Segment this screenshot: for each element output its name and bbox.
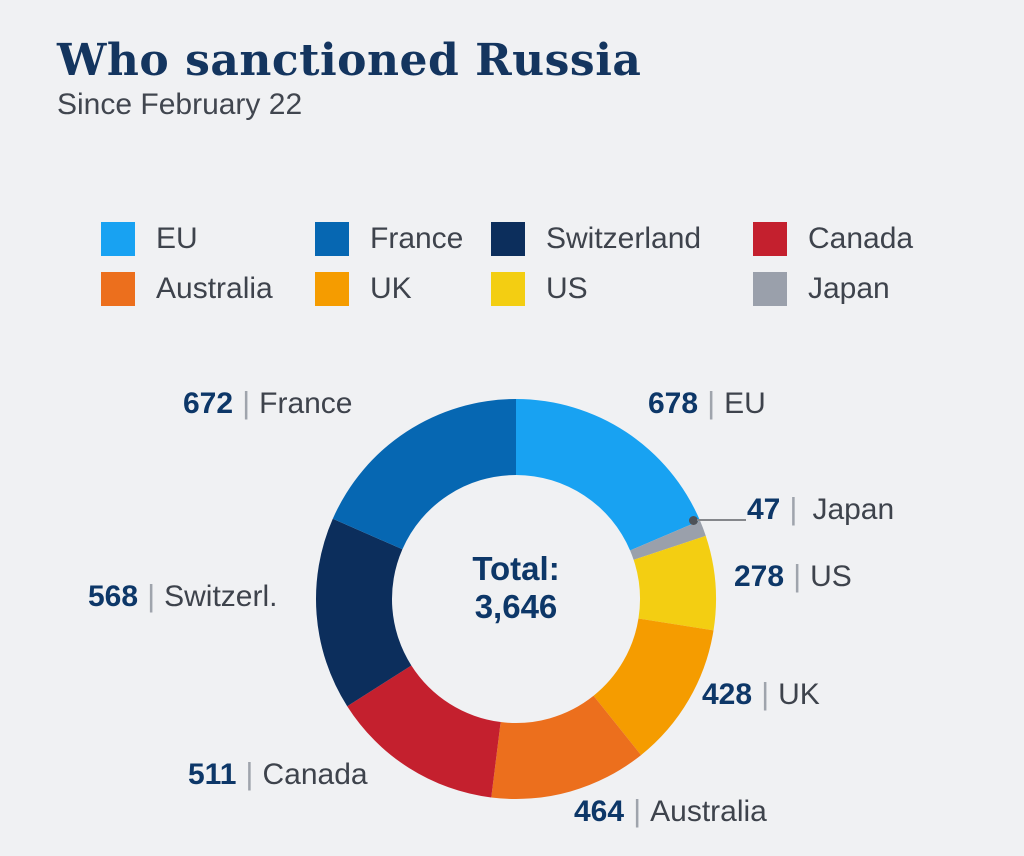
callout-japan-name: Japan [812,493,895,526]
legend-label-us: US [546,272,588,305]
donut-svg [315,399,717,799]
legend-swatch-australia [101,272,135,306]
callout-separator: | [147,578,156,613]
callout-japan-value: 47 [747,493,781,526]
callout-switzerland-value: 568 [88,580,139,613]
callout-switzerland-name: Switzerl. [164,580,278,613]
legend-swatch-us [491,272,525,306]
callout-separator: | [245,756,254,791]
legend-item-us: US [491,272,588,306]
callout-us-value: 278 [734,560,785,593]
slice-canada [347,665,501,798]
slice-us [633,535,717,631]
legend-item-eu: EU [101,222,198,256]
japan-leader-line [697,519,746,521]
callout-us-name: US [810,560,852,593]
callout-eu-value: 678 [648,387,699,420]
legend-label-canada: Canada [808,222,914,255]
slice-eu [516,399,701,551]
callout-australia-value: 464 [574,795,625,828]
callout-france-name: France [259,387,353,420]
legend-swatch-switzerland [491,222,525,256]
callout-separator: | [633,793,642,828]
callout-canada: 511 | Canada [188,756,368,792]
slice-japan [630,520,706,560]
slice-uk [593,618,714,756]
legend-label-japan: Japan [808,272,890,305]
slice-france [332,399,516,550]
page-subtitle: Since February 22 [57,88,303,121]
legend-swatch-eu [101,222,135,256]
legend-label-uk: UK [370,272,412,305]
legend-label-switzerland: Switzerland [546,222,702,255]
callout-separator: | [707,385,716,420]
callout-uk-value: 428 [702,678,753,711]
legend-swatch-japan [753,272,787,306]
legend-item-canada: Canada [753,222,913,256]
callout-eu: 678 | EU [648,385,766,421]
callout-france: 672 | France [183,385,353,421]
legend-item-uk: UK [315,272,412,306]
slice-switzerland [315,518,412,707]
legend-swatch-uk [315,272,349,306]
legend-item-france: France [315,222,463,256]
legend-item-japan: Japan [753,272,890,306]
donut-center-total: Total: 3,646 [396,550,636,626]
callout-eu-name: EU [724,387,766,420]
callout-france-value: 672 [183,387,234,420]
japan-leader-dot [689,516,698,525]
callout-separator: | [789,491,798,526]
legend-label-australia: Australia [156,272,273,305]
total-label: Total: [472,550,560,587]
legend-label-eu: EU [156,222,198,255]
legend-label-france: France [370,222,464,255]
page-title: Who sanctioned Russia [57,35,642,87]
legend-item-switzerland: Switzerland [491,222,701,256]
legend-swatch-canada [753,222,787,256]
callout-canada-name: Canada [262,758,368,791]
donut-chart [296,379,736,819]
callout-separator: | [761,676,770,711]
callout-switzerland: 568 | Switzerl. [88,578,277,614]
total-value: 3,646 [474,588,558,625]
callout-separator: | [793,558,802,593]
callout-uk: 428 | UK [702,676,820,712]
callout-us: 278 | US [734,558,852,594]
legend-swatch-france [315,222,349,256]
callout-separator: | [242,385,251,420]
callout-australia: 464 | Australia [574,793,767,829]
callout-australia-name: Australia [650,795,767,828]
callout-canada-value: 511 [188,758,237,791]
callout-uk-name: UK [778,678,820,711]
callout-japan: 47 | Japan [747,491,894,527]
slice-australia [491,695,642,799]
legend-item-australia: Australia [101,272,273,306]
